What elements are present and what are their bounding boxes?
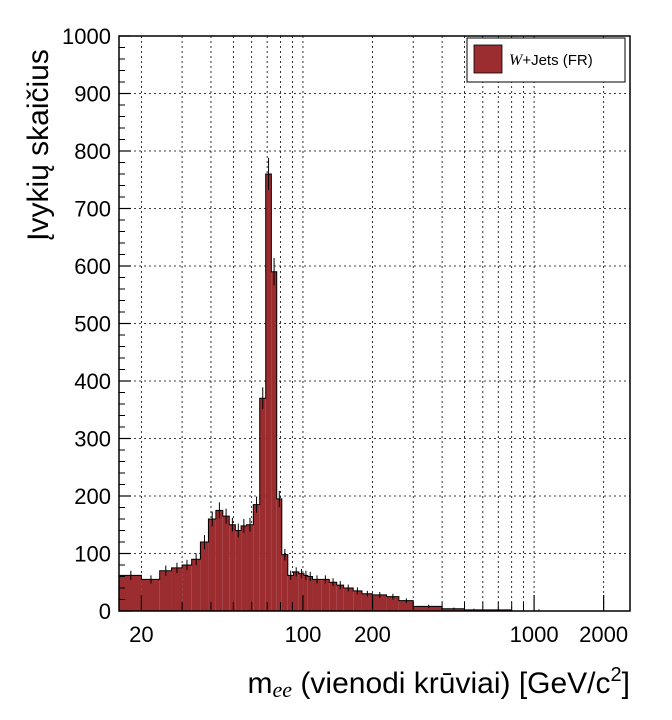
y-tick-label: 700 <box>74 197 111 222</box>
histogram-bar <box>321 579 330 611</box>
x-axis-title-superscript: 2 <box>611 664 622 686</box>
histogram-bar <box>353 590 362 611</box>
histogram-bar <box>298 573 304 611</box>
legend-entry-rest: +Jets (FR) <box>522 52 592 69</box>
y-tick-label: 0 <box>99 599 111 624</box>
histogram-bar <box>191 559 201 611</box>
y-tick-label: 600 <box>74 254 111 279</box>
x-axis-title-rest: (vienodi krūviai) [GeV/c <box>292 667 610 700</box>
x-tick-label: 100 <box>285 622 322 647</box>
histogram-bar <box>271 271 277 611</box>
y-tick-label: 1000 <box>62 24 111 49</box>
histogram-bar <box>276 498 282 611</box>
grid-lines <box>119 36 630 611</box>
x-axis-title-subscript: ee <box>273 677 293 702</box>
y-tick-label: 100 <box>74 542 111 567</box>
histogram-bar <box>141 579 160 611</box>
y-tick-label: 400 <box>74 369 111 394</box>
error-bars <box>130 157 540 611</box>
histogram-bar <box>200 542 209 611</box>
x-tick-label: 2000 <box>579 622 628 647</box>
histogram-bar <box>259 398 266 611</box>
histogram-bar <box>386 596 399 611</box>
histogram-bar <box>413 606 443 611</box>
histogram-bar <box>159 570 172 611</box>
histogram-bar <box>398 600 414 611</box>
histogram-bar <box>361 593 373 611</box>
y-tick-label: 300 <box>74 427 111 452</box>
histogram-bar <box>222 516 230 611</box>
x-axis-title: mee (vienodi krūviai) [GeV/c2] <box>248 664 630 702</box>
y-tick-label: 800 <box>74 139 111 164</box>
histogram-bar <box>329 582 337 611</box>
histogram-bar <box>229 524 236 611</box>
histogram-bar <box>287 575 294 611</box>
legend: W+Jets (FR) <box>466 37 626 83</box>
y-tick-label: 500 <box>74 312 111 337</box>
x-tick-label: 200 <box>354 622 391 647</box>
histogram-bar <box>215 510 223 611</box>
histogram-bar <box>119 575 142 611</box>
histogram-bar <box>171 567 183 611</box>
histogram-bar <box>336 585 344 611</box>
legend-swatch <box>473 44 503 74</box>
histogram-bar <box>208 519 216 611</box>
legend-entry: W+Jets (FR) <box>509 52 593 69</box>
histogram-outline <box>118 173 630 612</box>
y-tick-label: 200 <box>74 484 111 509</box>
histogram-bar <box>235 530 242 611</box>
y-tick-label: 900 <box>74 82 111 107</box>
histogram-bar <box>253 504 260 611</box>
histogram-bar <box>312 579 322 611</box>
histogram-bar <box>307 576 313 611</box>
x-axis-ticks: 20 100 200 1000 2000 <box>129 595 628 647</box>
histogram-bar <box>246 524 254 611</box>
y-axis-title: Įvykių skaičius <box>22 49 55 241</box>
legend-entry-math: W <box>509 52 524 69</box>
histogram-bar <box>442 608 465 611</box>
histogram-bars <box>118 173 630 612</box>
x-tick-label: 20 <box>129 622 153 647</box>
histogram-bar <box>182 565 192 611</box>
histogram-bar <box>265 174 272 611</box>
histogram-bar <box>281 554 288 611</box>
x-axis-title-end: ] <box>622 667 630 700</box>
histogram-bar <box>372 594 387 611</box>
x-axis-title-main: m <box>248 667 273 700</box>
x-tick-label: 1000 <box>510 622 559 647</box>
histogram-bar <box>303 575 308 611</box>
histogram-bar <box>343 588 354 611</box>
histogram-bar <box>293 571 299 611</box>
histogram-bar <box>241 525 247 611</box>
y-axis-ticks: 0 100 200 300 400 500 600 700 800 900 1000 <box>62 24 131 624</box>
